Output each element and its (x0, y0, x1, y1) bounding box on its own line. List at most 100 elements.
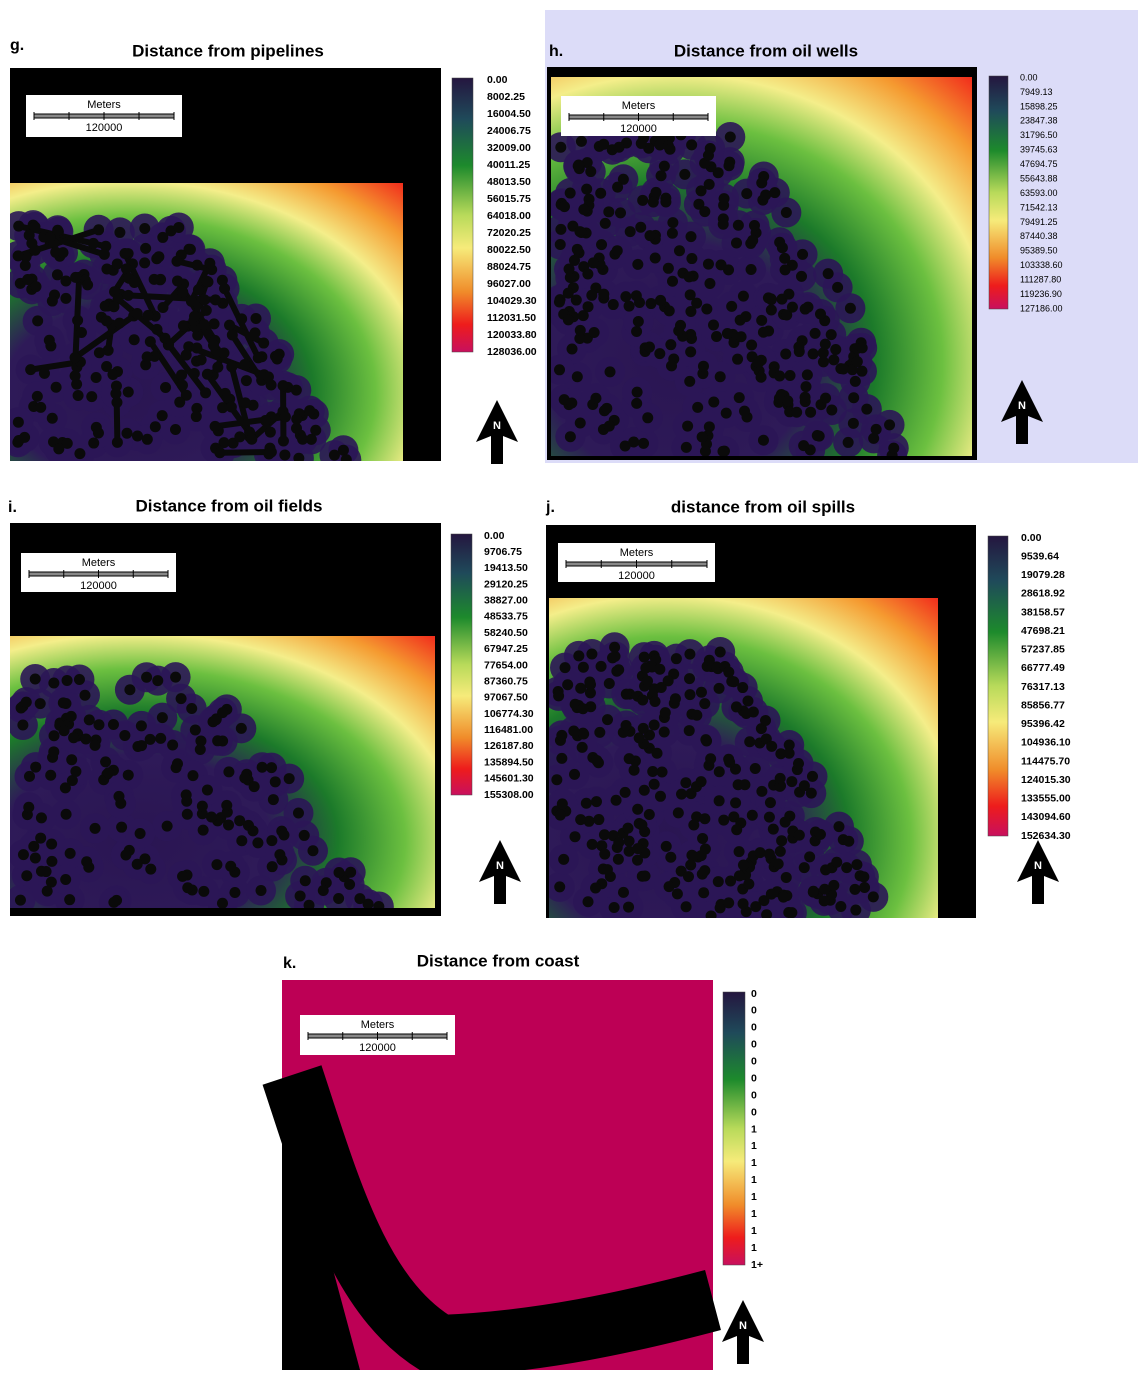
feature (91, 372, 102, 383)
feature (176, 693, 187, 704)
feature (733, 779, 744, 790)
legend-label: 1 (751, 1225, 757, 1237)
feature (559, 201, 570, 212)
feature (672, 888, 683, 899)
feature (588, 257, 599, 268)
legend-label: 127186.00 (1020, 303, 1063, 313)
feature (560, 662, 571, 673)
feature (195, 744, 206, 755)
feature (701, 303, 712, 314)
panel-title: Distance from oil fields (135, 496, 322, 515)
feature (123, 386, 134, 397)
feature (272, 354, 283, 365)
feature (578, 703, 589, 714)
feature (226, 361, 237, 372)
feature (583, 301, 594, 312)
feature (884, 419, 895, 430)
legend-label: 57237.85 (1021, 644, 1065, 656)
feature (19, 432, 30, 443)
feature (145, 864, 156, 875)
feature (57, 247, 68, 258)
feature (60, 782, 71, 793)
feature (652, 748, 663, 759)
feature (566, 398, 577, 409)
feature (598, 289, 609, 300)
feature (766, 293, 777, 304)
feature (623, 902, 634, 913)
feature (47, 296, 58, 307)
feature (246, 434, 257, 445)
feature (711, 331, 722, 342)
feature (66, 754, 77, 765)
legend-label: 0.00 (487, 74, 508, 86)
feature (555, 224, 566, 235)
feature (744, 736, 755, 747)
feature (578, 662, 589, 673)
feature (114, 227, 125, 238)
feature (835, 901, 846, 912)
feature (647, 766, 658, 777)
feature (750, 901, 761, 912)
feature (260, 415, 271, 426)
feature (664, 305, 675, 316)
legend-label: 85856.77 (1021, 699, 1065, 711)
feature (576, 136, 587, 147)
feature (651, 187, 662, 198)
feature (656, 682, 667, 693)
distance-surface (542, 598, 938, 931)
feature (555, 239, 566, 250)
feature (173, 222, 184, 233)
distance-surface (5, 636, 435, 922)
feature (586, 290, 597, 301)
feature (747, 235, 758, 246)
feature (574, 226, 585, 237)
feature (849, 884, 860, 895)
scale-unit: Meters (620, 547, 654, 559)
feature (850, 905, 861, 916)
feature (708, 319, 719, 330)
legend-label: 124015.30 (1021, 774, 1071, 786)
feature (768, 824, 779, 835)
feature (639, 785, 650, 796)
feature (664, 144, 675, 155)
feature (820, 864, 831, 875)
feature (139, 223, 150, 234)
feature (613, 837, 624, 848)
feature (299, 830, 310, 841)
feature (734, 392, 745, 403)
feature (734, 870, 745, 881)
feature (120, 850, 131, 861)
legend-label: 38827.00 (484, 595, 528, 607)
feature (214, 447, 225, 458)
feature (655, 791, 666, 802)
legend-bar (988, 536, 1008, 836)
feature (608, 299, 619, 310)
feature (265, 427, 276, 438)
feature (28, 841, 39, 852)
feature (64, 894, 75, 905)
feature (684, 271, 695, 282)
feature (810, 328, 821, 339)
legend-label: 80022.50 (487, 244, 531, 256)
north-arrow (479, 840, 521, 904)
feature (830, 344, 841, 355)
feature (794, 830, 805, 841)
feature (99, 249, 110, 260)
feature (600, 218, 611, 229)
feature (177, 871, 188, 882)
feature (826, 329, 837, 340)
feature (753, 357, 764, 368)
north-label: N (493, 420, 501, 432)
feature (212, 735, 223, 746)
feature (730, 797, 741, 808)
feature (726, 676, 737, 687)
legend-label: 95396.42 (1021, 718, 1065, 730)
feature (628, 436, 639, 447)
feature (649, 720, 660, 731)
figure: g.Distance from pipelinesMeters1200000.0… (0, 0, 1138, 1370)
feature (663, 263, 674, 274)
feature (129, 334, 140, 345)
feature (202, 785, 213, 796)
distance-surface (544, 77, 972, 470)
feature (186, 703, 197, 714)
